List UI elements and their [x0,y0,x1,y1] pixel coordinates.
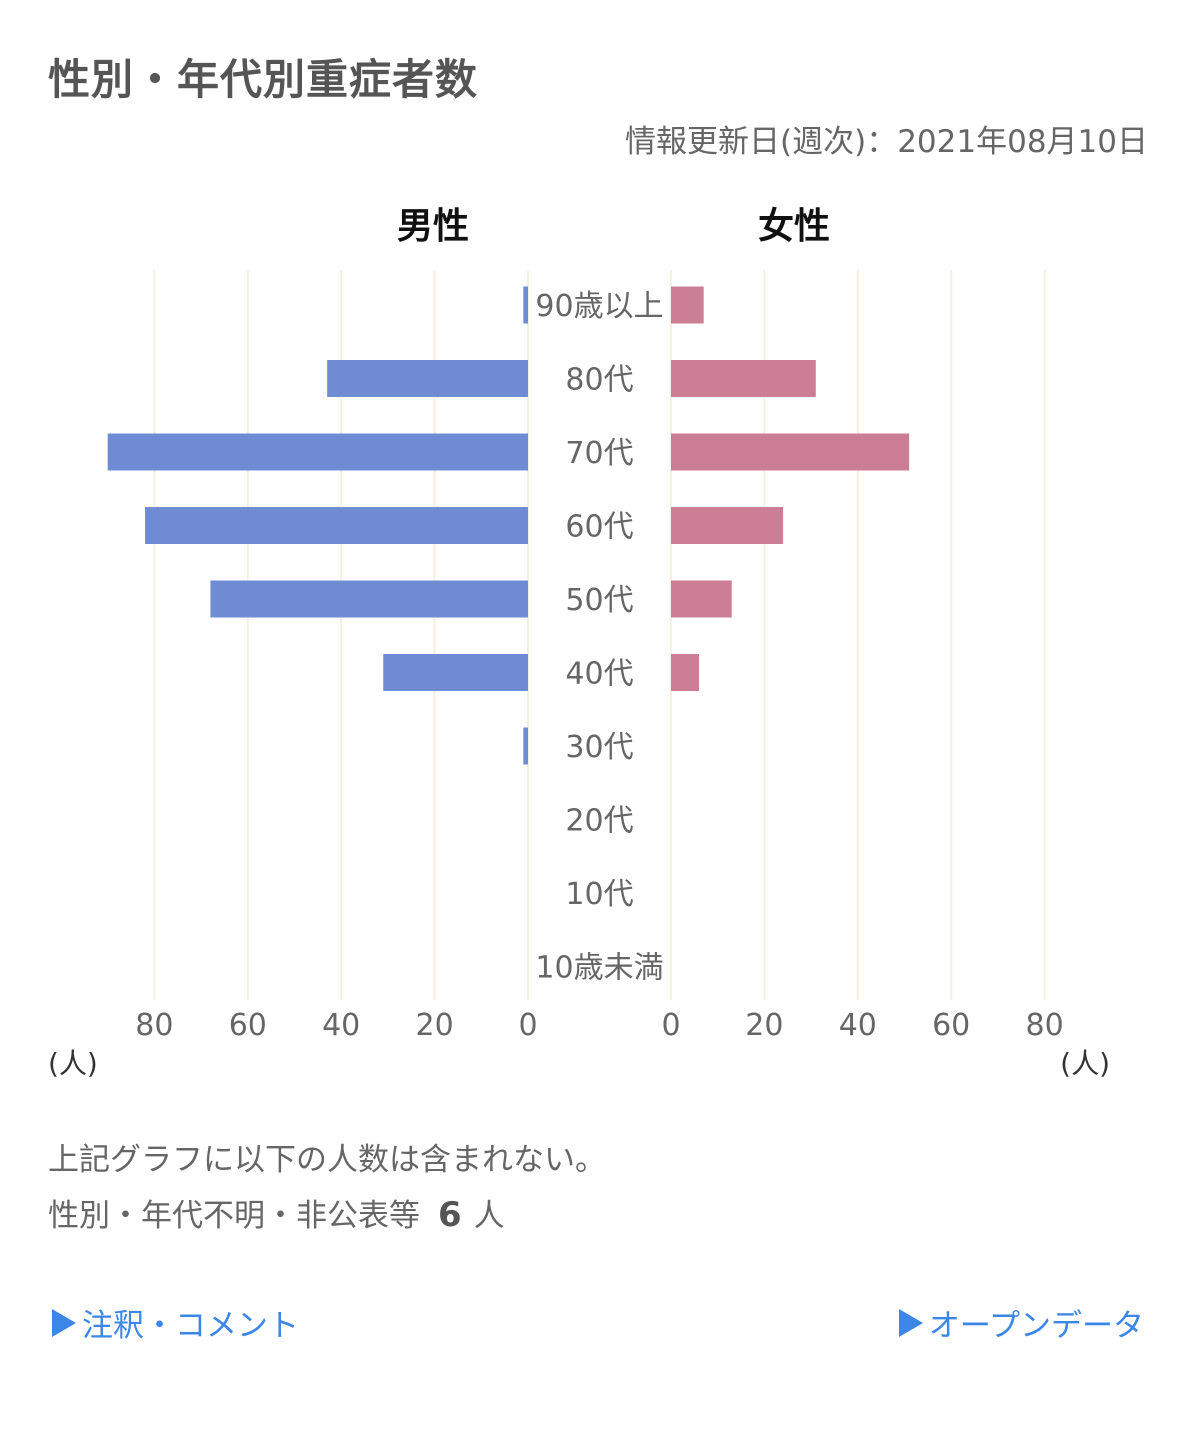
triangle-right-icon [898,1308,923,1337]
bar-female [671,580,732,618]
category-label: 40代 [565,657,633,692]
note-excluded: 上記グラフに以下の人数は含まれない。 [48,1142,606,1178]
tick-label-left: 80 [135,1008,173,1043]
bar-male [210,580,528,618]
category-label: 70代 [565,436,633,471]
category-label: 30代 [565,730,633,765]
bar-female [671,507,784,544]
tick-label-left: 40 [322,1008,360,1043]
comments-link-label: 注釈・コメント [82,1308,299,1344]
tick-label-right: 60 [932,1008,970,1043]
update-date: 情報更新日(週次)：2021年08月10日 [625,124,1148,160]
note-unknown-unit: 人 [473,1198,505,1234]
tick-label-right: 80 [1026,1008,1064,1043]
pyramid-chart: 男性 女性 90歳以上 80代 70代 60代 50代 40代 30代 20代 10代 10歳未満 0 0… [48,206,1110,1080]
unit-label-left: (人) [48,1047,98,1080]
category-label: 80代 [565,363,633,398]
open-data-link[interactable]: オープンデータ [898,1300,1144,1345]
unit-label-right: (人) [1060,1047,1110,1080]
series-header-female: 女性 [758,206,830,247]
category-label: 90歳以上 [535,289,663,324]
category-label: 10歳未満 [535,951,663,986]
tick-label-right: 40 [839,1008,877,1043]
bar-male [145,507,528,544]
note-unknown: 性別・年代不明・非公表等 6 人 [48,1190,505,1235]
bar-female [671,654,700,691]
bar-female [671,433,910,471]
bar-male [107,433,528,471]
tick-label-right: 20 [745,1008,783,1043]
category-label: 50代 [565,583,633,618]
tick-label-left: 20 [416,1008,454,1043]
note-unknown-count: 6 [438,1195,462,1235]
tick-label-right: 0 [661,1008,680,1043]
comments-link[interactable]: 注釈・コメント [52,1300,299,1345]
category-label: 20代 [565,804,633,839]
bar-male [523,286,528,324]
tick-label-left: 60 [229,1008,267,1043]
bar-female [671,286,704,324]
bar-male [327,360,528,397]
bars [107,286,910,765]
category-label: 60代 [565,510,633,545]
labels: 男性 女性 90歳以上 80代 70代 60代 50代 40代 30代 20代 10代 10歳未満 0 0… [48,206,1110,1080]
category-label: 10代 [565,877,633,912]
note-unknown-label: 性別・年代不明・非公表等 [48,1198,420,1234]
open-data-link-label: オープンデータ [928,1308,1144,1344]
bar-male [523,727,528,765]
series-header-male: 男性 [397,206,469,247]
triangle-right-icon [52,1308,76,1337]
page-title: 性別・年代別重症者数 [48,55,479,104]
tick-label-left: 0 [518,1008,537,1043]
bar-male [383,654,528,691]
bar-female [671,360,816,397]
